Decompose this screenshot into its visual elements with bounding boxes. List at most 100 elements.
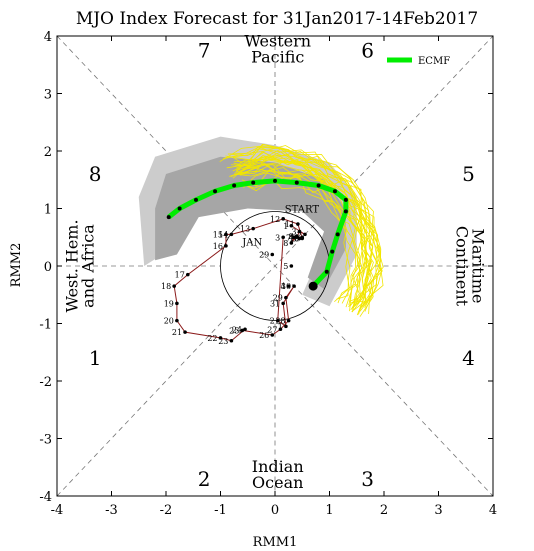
observed-point-label: 12	[270, 215, 280, 224]
phase-number: 8	[89, 162, 102, 186]
x-tick-label: 3	[434, 503, 442, 518]
observed-point-label: 25	[229, 326, 239, 335]
phase-number: 7	[198, 38, 211, 62]
observed-point-label: 4	[281, 282, 286, 291]
forecast-point	[213, 189, 218, 194]
diagonal-line	[56, 35, 494, 497]
ensemble-member-line	[239, 171, 354, 303]
observed-point	[286, 318, 291, 323]
observed-point	[295, 234, 299, 238]
chart-title: MJO Index Forecast for 31Jan2017-14Feb20…	[76, 9, 478, 29]
observed-point	[172, 284, 176, 288]
observed-point	[286, 284, 291, 288]
phase-number: 3	[361, 467, 374, 491]
phase-number: 1	[89, 346, 102, 370]
region-label: Western Pacific	[244, 31, 311, 66]
observed-point-label: 3	[291, 228, 296, 237]
forecast-point	[335, 232, 340, 237]
observed-point	[284, 295, 288, 300]
y-axis-label: RMM2	[9, 243, 24, 288]
y-tick-label: 2	[44, 145, 52, 160]
observed-point-label: 4	[289, 233, 294, 242]
observed-point-label: 8	[283, 239, 288, 248]
observed-point	[186, 272, 190, 277]
ensemble-member-line	[231, 148, 382, 312]
ensemble-member-line	[235, 166, 369, 308]
observed-point	[281, 217, 285, 221]
region-label-line: Western	[244, 31, 311, 50]
observed-point	[224, 232, 228, 237]
x-tick-label: -3	[105, 503, 118, 518]
observed-point	[303, 232, 307, 237]
observed-point	[289, 241, 294, 245]
observed-point-label: 27	[267, 325, 277, 334]
observed-point	[183, 330, 187, 334]
phase-number: 2	[198, 467, 211, 491]
observed-point-label: 17	[175, 271, 185, 280]
ensemble-member-line	[226, 151, 374, 309]
observed-point-label: 2	[297, 230, 302, 239]
observed-point-label: 1	[283, 222, 288, 231]
observed-point-label: 26	[259, 331, 269, 340]
forecast-point	[330, 249, 335, 254]
observed-point-label: 15	[213, 230, 223, 239]
observed-point-label: 13	[240, 225, 250, 234]
observed-point-label: 22	[207, 334, 217, 343]
observed-point-label: 21	[172, 328, 182, 337]
x-tick-label: 0	[271, 503, 279, 518]
observed-point	[289, 223, 294, 228]
phase-number: 5	[462, 162, 475, 186]
forecast-point	[294, 180, 299, 185]
region-label: MaritimeContinent	[452, 226, 487, 307]
forecast-point	[332, 189, 337, 194]
observed-point-label: 18	[161, 282, 171, 291]
observed-point-label: 23	[218, 337, 228, 346]
observed-point	[243, 327, 247, 332]
annotation-label: START	[285, 205, 320, 216]
observed-point-label: 11	[285, 220, 295, 229]
observed-point	[240, 328, 245, 333]
observed-point	[278, 327, 283, 332]
observed-point	[297, 229, 302, 234]
observed-point-label: 29	[259, 251, 269, 260]
region-label-line: Pacific	[251, 47, 304, 66]
phase-number: 4	[462, 346, 475, 370]
y-tick-label: 3	[44, 88, 52, 103]
observed-point-label: 20	[164, 317, 174, 326]
x-tick-label: -2	[160, 503, 173, 518]
region-label-line: West. Hem.	[63, 219, 82, 312]
observed-point	[281, 301, 285, 306]
ensemble-member-line	[231, 155, 375, 306]
legend-label: ECMF	[418, 56, 450, 67]
observed-point	[270, 333, 275, 337]
observed-point	[296, 222, 300, 226]
observed-point-label: 29	[273, 294, 283, 303]
observed-point	[300, 236, 305, 241]
observed-point	[229, 338, 234, 343]
observed-point	[175, 301, 179, 306]
observed-point-label: 14	[218, 230, 228, 239]
forecast-point	[251, 180, 256, 185]
forecast-series-line	[167, 178, 349, 288]
observed-point	[218, 336, 223, 340]
forecast-point	[232, 183, 237, 188]
observed-point	[281, 235, 285, 240]
observed-point-label: 31	[270, 299, 280, 308]
forecast-point	[343, 197, 348, 202]
forecast-point	[324, 269, 329, 274]
y-tick-label: 4	[44, 30, 52, 45]
forecast-point	[343, 209, 348, 214]
y-tick-label: -4	[39, 490, 52, 505]
observed-point	[297, 236, 302, 241]
observed-point	[292, 284, 296, 288]
observed-point	[224, 244, 228, 248]
observed-point	[229, 232, 234, 237]
observed-point	[284, 324, 288, 329]
forecast-point	[316, 183, 321, 188]
annotation-label: JAN	[241, 237, 262, 248]
forecast-point	[166, 215, 171, 220]
observed-point	[292, 235, 296, 240]
observed-point-label: 7	[286, 233, 291, 242]
phase-number: 6	[361, 38, 374, 62]
observed-point-label: 2	[270, 317, 275, 326]
